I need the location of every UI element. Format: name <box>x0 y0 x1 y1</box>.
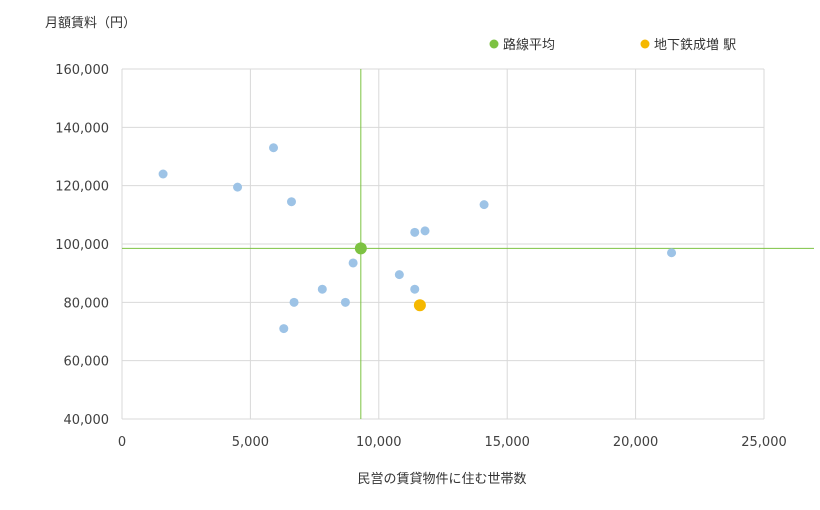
y-tick-label: 100,000 <box>55 238 109 253</box>
station-point <box>269 143 279 153</box>
x-tick-label: 15,000 <box>484 435 530 450</box>
data-points <box>158 143 677 334</box>
legend: 路線平均 地下鉄成増 駅 <box>489 37 736 53</box>
legend-marker-highlight <box>640 39 650 49</box>
station-point <box>410 227 420 237</box>
station-point <box>279 324 289 334</box>
station-point <box>289 297 299 307</box>
y-axis-title: 月額賃料（円） <box>45 16 136 31</box>
y-tick-label: 60,000 <box>64 355 110 370</box>
x-axis-title: 民営の賃貸物件に住む世帯数 <box>357 471 526 487</box>
y-tick-label: 40,000 <box>64 413 110 428</box>
station-point <box>479 200 489 210</box>
station-point <box>410 284 420 294</box>
gridlines <box>121 68 765 420</box>
station-point <box>158 169 168 179</box>
x-tick-label: 5,000 <box>232 435 269 450</box>
station-point <box>420 226 430 236</box>
route-average-point <box>354 242 367 255</box>
legend-label-highlight: 地下鉄成増 駅 <box>654 38 736 53</box>
legend-label-route-average: 路線平均 <box>503 37 555 53</box>
y-tick-label: 80,000 <box>64 296 110 311</box>
station-point <box>667 248 677 258</box>
station-point <box>286 197 296 207</box>
station-point <box>348 258 358 268</box>
y-tick-label: 160,000 <box>55 63 109 78</box>
x-tick-label: 20,000 <box>613 435 659 450</box>
x-tick-label: 0 <box>118 435 126 450</box>
station-point <box>394 270 404 280</box>
highlight-station-point <box>413 299 426 312</box>
x-tick-label: 25,000 <box>741 435 787 450</box>
station-point <box>340 297 350 307</box>
y-tick-label: 120,000 <box>55 180 109 195</box>
station-point <box>233 182 243 192</box>
x-tick-label: 10,000 <box>356 435 402 450</box>
station-point <box>317 284 327 294</box>
legend-marker-route-average <box>489 39 499 49</box>
tick-labels: 0 5,000 10,000 15,000 20,000 25,000 40,000 60,0… <box>55 63 787 450</box>
y-tick-label: 140,000 <box>55 121 109 136</box>
